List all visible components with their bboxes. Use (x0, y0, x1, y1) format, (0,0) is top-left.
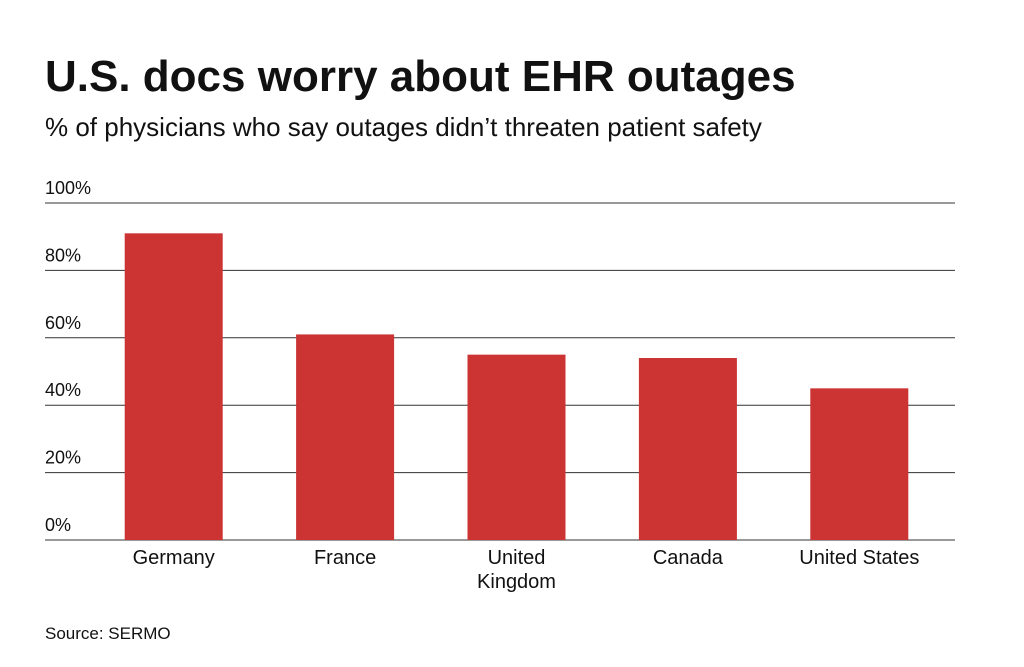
y-tick-label: 0% (45, 515, 71, 535)
bar (467, 354, 566, 540)
y-tick-label: 60% (45, 313, 81, 333)
bar (124, 233, 223, 540)
x-tick-label: France (313, 547, 377, 569)
chart-title: U.S. docs worry about EHR outages (45, 52, 796, 101)
bar (296, 334, 395, 540)
bar (638, 358, 737, 540)
source-note: Source: SERMO (45, 624, 171, 643)
x-tick-label: Canada (652, 547, 723, 569)
x-tick-label: United Kingdom (477, 547, 556, 593)
x-tick-label: Germany (132, 547, 215, 569)
y-tick-label: 40% (45, 380, 81, 400)
y-tick-label: 80% (45, 245, 81, 265)
bar (810, 388, 909, 540)
y-tick-label: 100% (45, 178, 91, 198)
y-tick-label: 20% (45, 448, 81, 468)
chart-subtitle: % of physicians who say outages didn’t t… (45, 112, 762, 142)
x-tick-label: United States (799, 547, 920, 569)
